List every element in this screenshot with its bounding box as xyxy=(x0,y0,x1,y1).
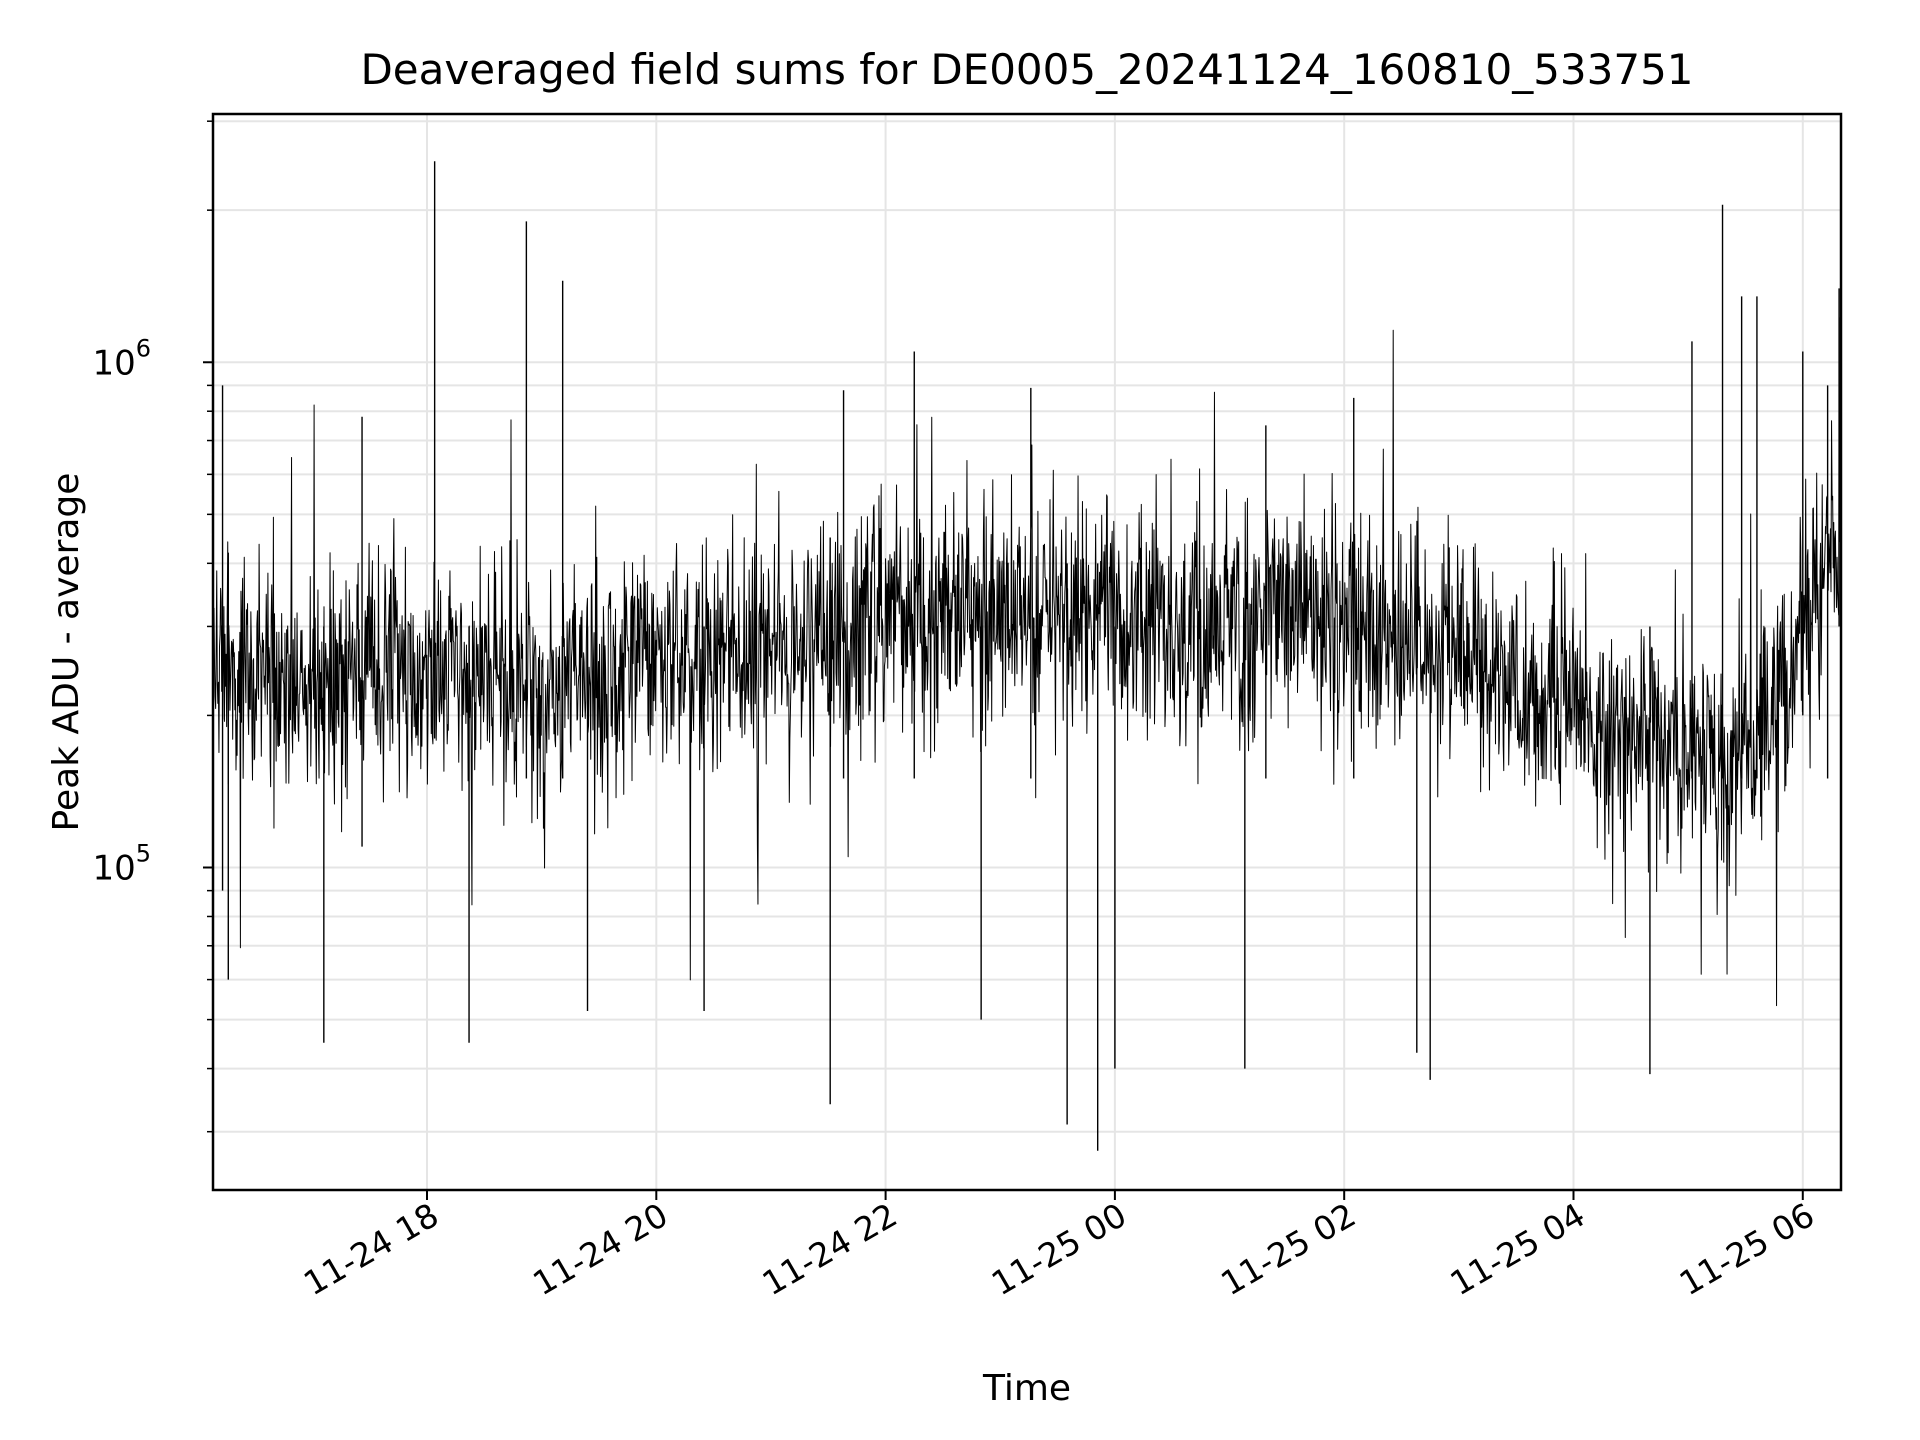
y-tick-label: 106 xyxy=(92,334,151,383)
chart-title: Deaveraged field sums for DE0005_2024112… xyxy=(360,45,1693,94)
y-axis-label: Peak ADU - average xyxy=(46,473,87,832)
grid-layer xyxy=(213,114,1841,1190)
y-tick-label: 105 xyxy=(92,840,151,889)
data-layer xyxy=(213,161,1841,1151)
plot-frame xyxy=(211,112,1843,1192)
x-axis-label: Time xyxy=(982,1368,1071,1409)
y-tick-label-exponent: 5 xyxy=(136,840,151,868)
y-tick-label-base: 10 xyxy=(92,849,135,889)
series-line xyxy=(213,317,1841,1007)
y-tick-label-exponent: 6 xyxy=(136,334,151,362)
y-tick-label-base: 10 xyxy=(92,343,135,383)
